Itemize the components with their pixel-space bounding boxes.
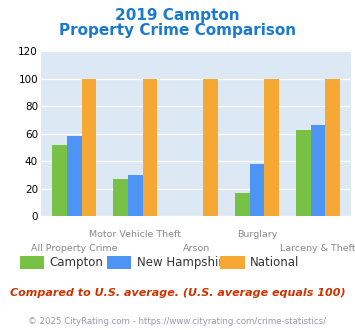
Bar — [128, 175, 143, 216]
Text: 2019 Campton: 2019 Campton — [115, 8, 240, 23]
Bar — [113, 179, 128, 216]
Bar — [235, 193, 250, 216]
Bar — [53, 145, 67, 216]
Text: Compared to U.S. average. (U.S. average equals 100): Compared to U.S. average. (U.S. average … — [10, 288, 345, 298]
Text: Property Crime Comparison: Property Crime Comparison — [59, 23, 296, 38]
Bar — [296, 130, 311, 216]
Text: Burglary: Burglary — [237, 230, 277, 239]
Bar — [82, 79, 96, 216]
Text: Motor Vehicle Theft: Motor Vehicle Theft — [89, 230, 181, 239]
Text: Larceny & Theft: Larceny & Theft — [280, 244, 355, 253]
Bar — [325, 79, 340, 216]
Text: New Hampshire: New Hampshire — [137, 256, 230, 269]
Bar — [250, 164, 264, 216]
Text: © 2025 CityRating.com - https://www.cityrating.com/crime-statistics/: © 2025 CityRating.com - https://www.city… — [28, 317, 327, 326]
Bar — [311, 125, 325, 216]
Bar — [143, 79, 157, 216]
Text: All Property Crime: All Property Crime — [31, 244, 118, 253]
Bar — [67, 136, 82, 216]
Text: Campton: Campton — [50, 256, 104, 269]
Bar — [264, 79, 279, 216]
Bar — [203, 79, 218, 216]
Text: Arson: Arson — [182, 244, 210, 253]
Text: National: National — [250, 256, 300, 269]
